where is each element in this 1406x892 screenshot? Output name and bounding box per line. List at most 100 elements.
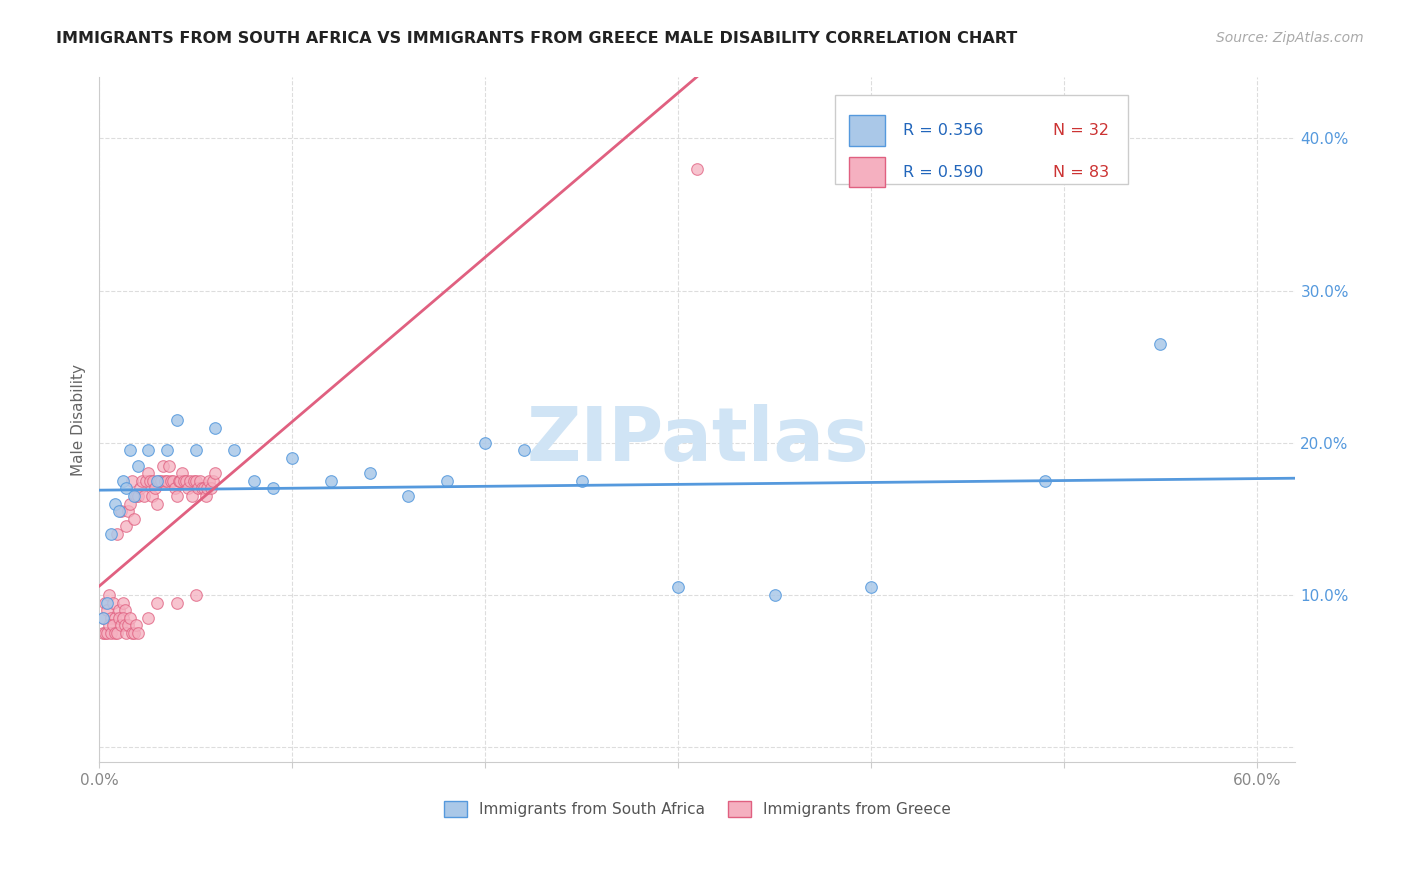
Point	[132, 489, 155, 503]
Point	[148, 474, 170, 488]
Point	[136, 467, 159, 481]
Point	[110, 504, 132, 518]
Point	[120, 611, 142, 625]
Point	[152, 458, 174, 473]
Point	[111, 611, 134, 625]
Point	[166, 413, 188, 427]
Point	[122, 626, 145, 640]
Point	[187, 482, 209, 496]
Point	[107, 603, 129, 617]
Text: R = 0.590: R = 0.590	[903, 164, 984, 179]
Point	[197, 482, 219, 496]
Point	[105, 626, 128, 640]
Point	[91, 611, 114, 625]
Point	[166, 596, 188, 610]
Point	[159, 474, 181, 488]
Point	[115, 482, 138, 496]
Point	[125, 618, 148, 632]
Point	[146, 596, 169, 610]
Bar	[849, 115, 886, 145]
Point	[157, 458, 180, 473]
Point	[91, 626, 114, 640]
Point	[94, 596, 117, 610]
Point	[120, 497, 142, 511]
Point	[177, 482, 200, 496]
Point	[194, 489, 217, 503]
Point	[166, 489, 188, 503]
Point	[162, 474, 184, 488]
Point	[174, 474, 197, 488]
Point	[860, 580, 883, 594]
Point	[281, 450, 304, 465]
Point	[136, 443, 159, 458]
Text: N = 32: N = 32	[1053, 123, 1109, 137]
Point	[96, 626, 118, 640]
Point	[136, 611, 159, 625]
Point	[91, 611, 114, 625]
Point	[153, 474, 176, 488]
Point	[131, 474, 153, 488]
Point	[173, 474, 195, 488]
Point	[104, 611, 127, 625]
Point	[204, 420, 226, 434]
Point	[319, 474, 342, 488]
Point	[150, 474, 173, 488]
Point	[117, 618, 139, 632]
Point	[100, 611, 122, 625]
Point	[474, 435, 496, 450]
Point	[1033, 474, 1056, 488]
Point	[107, 504, 129, 518]
Point	[198, 474, 221, 488]
Point	[105, 527, 128, 541]
Point	[179, 474, 201, 488]
Point	[111, 474, 134, 488]
Point	[127, 626, 149, 640]
Point	[156, 474, 179, 488]
Point	[181, 489, 204, 503]
Point	[396, 489, 419, 503]
Point	[184, 588, 207, 602]
Text: N = 83: N = 83	[1053, 164, 1109, 179]
Point	[193, 482, 215, 496]
Point	[125, 489, 148, 503]
Point	[129, 482, 152, 496]
Point	[122, 489, 145, 503]
Point	[115, 519, 138, 533]
Text: R = 0.356: R = 0.356	[903, 123, 984, 137]
Point	[169, 474, 191, 488]
Point	[94, 626, 117, 640]
Point	[763, 588, 786, 602]
Point	[686, 161, 709, 176]
Point	[172, 467, 194, 481]
Point	[120, 443, 142, 458]
Point	[156, 443, 179, 458]
Point	[98, 618, 121, 632]
Point	[513, 443, 536, 458]
Point	[183, 474, 205, 488]
Point	[107, 611, 129, 625]
Point	[101, 618, 124, 632]
Point	[101, 596, 124, 610]
Point	[145, 482, 167, 496]
Point	[135, 474, 157, 488]
Point	[666, 580, 689, 594]
Point	[242, 474, 264, 488]
Point	[117, 504, 139, 518]
Point	[359, 467, 381, 481]
Point	[100, 626, 122, 640]
Point	[1149, 336, 1171, 351]
Point	[204, 467, 226, 481]
Point	[200, 482, 222, 496]
Bar	[849, 157, 886, 187]
Point	[163, 482, 186, 496]
Point	[121, 474, 143, 488]
Point	[184, 474, 207, 488]
Point	[436, 474, 458, 488]
Point	[146, 474, 169, 488]
Point	[190, 482, 212, 496]
Point	[121, 626, 143, 640]
Text: IMMIGRANTS FROM SOUTH AFRICA VS IMMIGRANTS FROM GREECE MALE DISABILITY CORRELATI: IMMIGRANTS FROM SOUTH AFRICA VS IMMIGRAN…	[56, 31, 1018, 46]
Point	[111, 596, 134, 610]
Point	[96, 603, 118, 617]
Point	[127, 489, 149, 503]
